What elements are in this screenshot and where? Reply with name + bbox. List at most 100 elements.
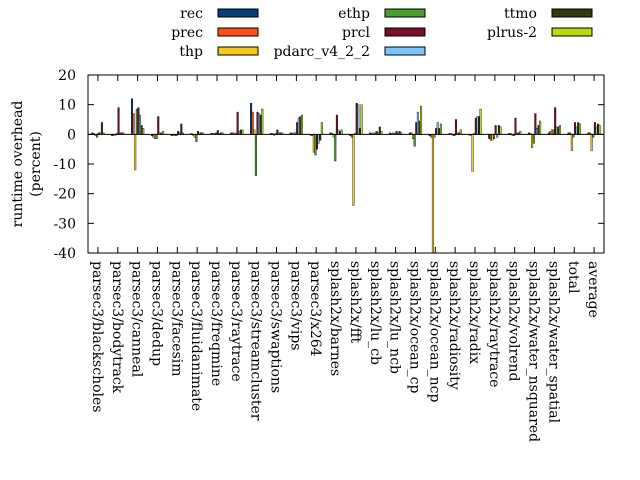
x-tick-label: parsec3/raytrace	[228, 261, 244, 382]
bar	[476, 116, 479, 135]
legend-label: pdarc_v4_2_2	[274, 44, 370, 60]
bar	[550, 129, 553, 135]
bar	[314, 134, 317, 156]
legend-swatch	[217, 46, 259, 56]
x-axis-ticks: parsec3/blackscholes parsec3/bodytrack par…	[89, 75, 601, 442]
x-tick-label: splash2x/lu_cb	[367, 261, 383, 365]
legend-swatch	[217, 27, 259, 37]
plot-frame	[87, 74, 605, 254]
bar	[134, 134, 137, 171]
bar	[296, 122, 299, 135]
bar	[438, 128, 441, 135]
x-tick-label: splash2x/fft	[347, 261, 363, 344]
bar	[435, 128, 438, 135]
bar	[137, 107, 140, 135]
bar	[590, 134, 593, 151]
bar	[334, 134, 337, 162]
bar	[534, 113, 537, 135]
bar	[488, 134, 491, 139]
bar	[497, 125, 500, 135]
bar	[595, 126, 598, 135]
bar	[593, 122, 596, 135]
bar	[140, 125, 143, 135]
bar	[132, 113, 135, 135]
bar	[552, 129, 555, 135]
x-tick-label: parsec3/freqmine	[208, 261, 224, 386]
bar	[157, 116, 160, 135]
bar	[300, 114, 303, 135]
bar	[276, 129, 279, 135]
bar	[312, 134, 315, 153]
bar	[557, 126, 560, 135]
y-tick-label: -20	[53, 187, 76, 203]
x-tick-label: splash2x/raytrace	[486, 261, 502, 387]
bar	[154, 134, 157, 139]
legend-swatch	[384, 46, 426, 56]
bar	[340, 129, 343, 135]
legend-swatch	[551, 8, 593, 18]
x-tick-label: splash2x/water_spatial	[545, 261, 561, 424]
bar	[251, 111, 254, 135]
bar	[139, 114, 142, 135]
x-tick-label: parsec3/canneal	[129, 261, 145, 378]
x-tick-label: splash2x/lu_ncb	[387, 261, 403, 374]
x-tick-label: parsec3/swaptions	[268, 261, 284, 393]
bar	[478, 116, 481, 135]
bar	[299, 116, 302, 135]
bar	[236, 111, 239, 135]
bar	[258, 113, 261, 135]
bar	[135, 108, 138, 135]
bar	[355, 102, 358, 135]
bar	[532, 134, 535, 144]
bar	[575, 126, 578, 135]
legend-swatch	[217, 8, 259, 18]
bar	[195, 134, 198, 142]
y-axis-title-line: runtime overhead	[10, 101, 26, 228]
x-tick-label: splash2x/barnes	[327, 261, 343, 376]
x-tick-label: parsec3/x264	[307, 261, 323, 357]
bar	[439, 123, 442, 135]
y-axis-title-line: (percent)	[28, 131, 44, 197]
bar	[578, 123, 581, 135]
bar	[471, 134, 474, 172]
y-axis-title: runtime overhead (percent)	[10, 101, 44, 228]
bar	[597, 123, 600, 135]
x-tick-label: splash2x/radiosity	[446, 261, 462, 390]
bar	[297, 117, 300, 135]
x-tick-label: parsec3/fluidanimate	[188, 261, 204, 411]
legend-label: prcl	[342, 25, 370, 41]
bar	[337, 129, 340, 135]
bar	[352, 134, 355, 206]
bar	[570, 134, 573, 151]
bar	[155, 134, 158, 139]
x-tick-label: splash2x/ocean_ncp	[426, 261, 442, 402]
bar	[100, 122, 103, 135]
bar	[335, 114, 338, 135]
bar	[254, 134, 257, 177]
bar	[539, 120, 542, 135]
x-tick-label: splash2x/water_nsquared	[526, 261, 542, 442]
bar	[358, 128, 361, 135]
bar	[554, 107, 557, 135]
legend-swatch	[551, 27, 593, 37]
bar	[117, 107, 120, 135]
legend-label: ttmo	[504, 6, 537, 22]
bar	[491, 134, 494, 141]
bar	[416, 111, 419, 135]
bar	[436, 122, 439, 135]
bar	[413, 134, 416, 147]
x-tick-label: parsec3/vips	[287, 261, 303, 350]
bar	[418, 120, 421, 135]
bar	[535, 128, 538, 135]
bar	[531, 134, 534, 148]
bar	[474, 117, 477, 135]
bar	[259, 114, 262, 135]
bar	[253, 129, 256, 135]
legend-label: rec	[180, 6, 203, 22]
bars	[91, 98, 601, 254]
x-tick-label: parsec3/blackscholes	[89, 261, 105, 412]
bar	[256, 111, 259, 135]
bar	[431, 134, 434, 254]
bar	[250, 102, 253, 135]
